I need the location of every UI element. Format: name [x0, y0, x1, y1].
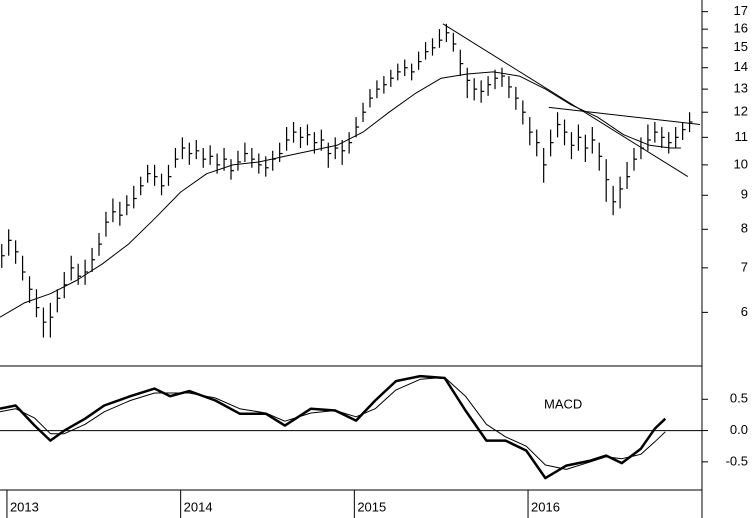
x-tick-label: 2015 — [357, 499, 386, 514]
y-tick-label: 6 — [741, 304, 748, 319]
y-tick-label: 8 — [741, 221, 748, 236]
annotation: MACD — [544, 396, 582, 411]
x-tick-label: 2016 — [531, 499, 560, 514]
y-tick-label: 0.0 — [730, 422, 748, 437]
x-tick-label: 2013 — [10, 499, 39, 514]
y-tick-label: 11 — [735, 129, 749, 144]
y-tick-label: 17 — [734, 3, 748, 18]
y-tick-label: 13 — [734, 81, 748, 96]
macd-line — [0, 374, 667, 480]
y-tick-label: 9 — [741, 187, 748, 202]
y-tick-label: 14 — [734, 59, 748, 74]
x-tick-label: 2014 — [184, 499, 213, 514]
y-tick-label: 15 — [734, 39, 748, 54]
y-tick-label: 7 — [741, 259, 748, 274]
trendline — [442, 23, 689, 178]
macd-line — [0, 376, 666, 470]
y-tick-label: 16 — [734, 21, 748, 36]
y-tick-label: 12 — [734, 104, 748, 119]
y-tick-label: 10 — [734, 156, 748, 171]
y-tick-label: 0.5 — [730, 391, 748, 406]
trendline — [548, 106, 701, 125]
y-tick-label: -0.5 — [726, 453, 748, 468]
